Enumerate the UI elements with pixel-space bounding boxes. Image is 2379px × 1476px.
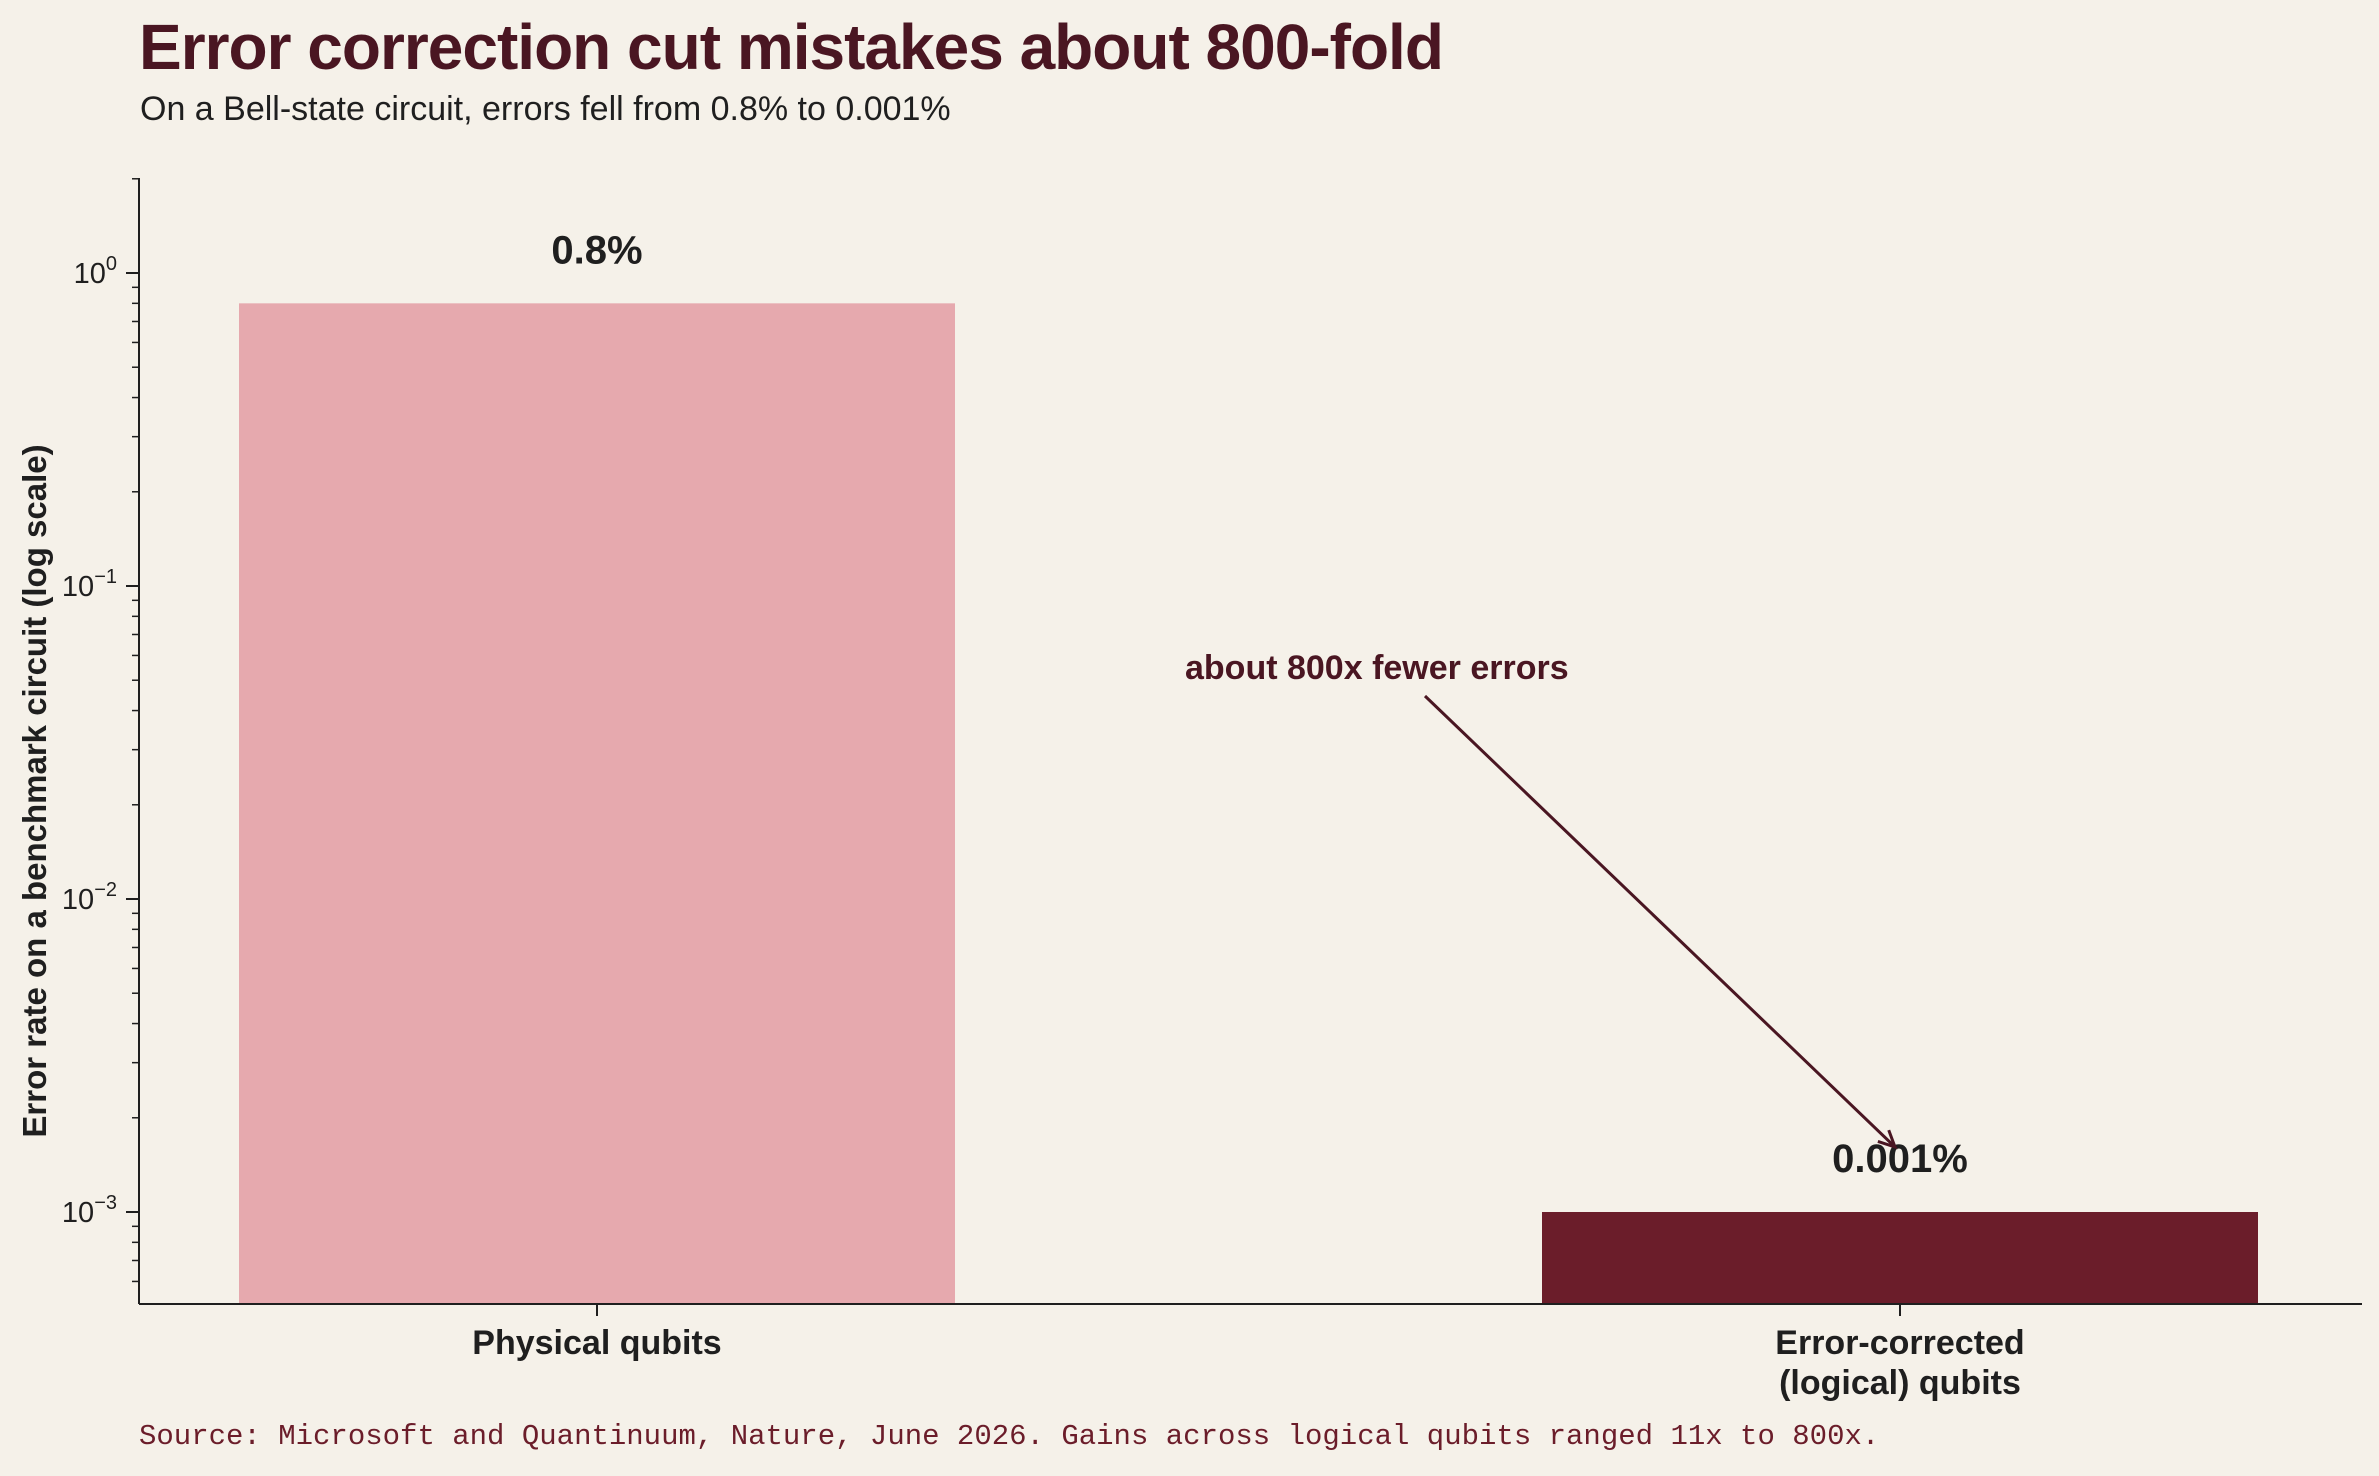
bar-data-label-2: 0.001% [1832, 1137, 1968, 1181]
annotation-text: about 800x fewer errors [1185, 649, 1569, 687]
bars: 0.8% 0.001% [239, 228, 2258, 1304]
annotation-arrow [1423, 694, 1897, 1149]
x-tick-label: Error-corrected [1775, 1324, 2024, 1362]
annotation: about 800x fewer errors [1185, 649, 1898, 1150]
x-tick-label: Physical qubits [472, 1324, 721, 1362]
y-tick-label: 10−2 [62, 879, 117, 916]
y-tick-label-exponent: −3 [94, 1192, 117, 1214]
chart-subtitle: On a Bell-state circuit, errors fell fro… [140, 90, 951, 128]
y-tick-label: 10−1 [62, 566, 117, 603]
y-tick-label-exponent: 0 [106, 253, 117, 275]
y-tick-label-exponent: −2 [94, 879, 117, 901]
y-tick-label: 100 [74, 253, 117, 290]
x-axis: Physical qubits Error-corrected(logical) … [139, 1303, 2362, 1402]
source-note: Source: Microsoft and Quantinuum, Nature… [139, 1420, 1880, 1453]
bar-data-label-1: 0.8% [551, 228, 642, 272]
chart-title: Error correction cut mistakes about 800-… [139, 11, 1444, 83]
y-axis-label: Error rate on a benchmark circuit (log s… [16, 444, 53, 1137]
y-tick-label: 10−3 [62, 1192, 117, 1229]
y-axis: 100 10−1 10−2 10−3 Error rate on a benchmark… [16, 178, 140, 1304]
y-tick-label-exponent: −1 [94, 566, 117, 588]
bar-2 [1542, 1212, 2258, 1304]
annotation-arrowhead [1877, 1129, 1898, 1150]
bar-1 [239, 303, 955, 1304]
x-tick-label: (logical) qubits [1779, 1364, 2021, 1402]
